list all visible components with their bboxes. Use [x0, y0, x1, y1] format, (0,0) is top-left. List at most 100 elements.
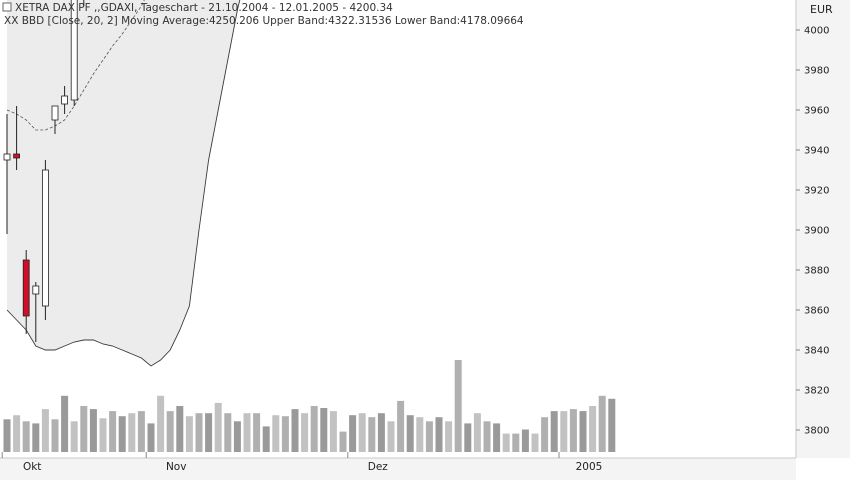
- volume-bar: [387, 421, 395, 452]
- volume-bar: [377, 413, 385, 452]
- chart-title: XETRA DAX PF ,,GDAXI, Tageschart - 21.10…: [15, 2, 393, 14]
- indicator-description: XX BBD [Close, 20, 2] Moving Average:425…: [4, 15, 524, 27]
- volume-bar: [521, 429, 529, 452]
- volume-bar: [358, 413, 366, 452]
- price-tick-label: 3940: [804, 146, 829, 157]
- volume-bar: [502, 433, 510, 452]
- volume-bar: [243, 413, 251, 452]
- volume-bars: [3, 360, 616, 452]
- volume-bar: [195, 413, 203, 452]
- volume-bar: [531, 433, 539, 452]
- date-tick-label: Okt: [23, 461, 41, 473]
- volume-bar: [550, 411, 558, 452]
- volume-bar: [205, 413, 213, 452]
- currency-label: EUR: [810, 3, 833, 16]
- volume-bar: [13, 415, 21, 452]
- volume-bar: [349, 415, 357, 452]
- price-tick-label: 3880: [804, 266, 829, 277]
- volume-bar: [3, 419, 11, 452]
- candle-up: [3, 153, 11, 161]
- volume-bar: [464, 423, 472, 452]
- volume-bar: [166, 411, 174, 452]
- candle-up: [70, 0, 78, 101]
- candle-up: [61, 95, 68, 105]
- volume-bar: [185, 416, 193, 452]
- price-tick-label: 3920: [804, 186, 829, 197]
- volume-bar: [406, 415, 414, 452]
- candle-down: [22, 259, 30, 317]
- volume-bar: [281, 416, 289, 452]
- candles: [3, 0, 85, 342]
- volume-bar: [560, 411, 568, 452]
- price-axis-panel: [796, 0, 850, 458]
- volume-bar: [435, 417, 443, 452]
- date-tick-label: Nov: [166, 461, 187, 473]
- volume-bar: [89, 409, 97, 452]
- volume-bar: [224, 413, 232, 452]
- price-tick-label: 3820: [804, 386, 829, 397]
- volume-bar: [253, 413, 261, 452]
- bollinger-band-fill: [7, 0, 240, 366]
- volume-bar: [569, 409, 577, 452]
- volume-bar: [310, 406, 318, 452]
- volume-bar: [397, 400, 405, 452]
- volume-bar: [118, 416, 126, 452]
- volume-bar: [32, 423, 40, 452]
- volume-bar: [272, 415, 280, 452]
- volume-bar: [329, 411, 337, 452]
- volume-bar: [262, 426, 270, 452]
- candle-up: [32, 285, 40, 295]
- volume-bar: [445, 421, 453, 452]
- bollinger-band-layer: [6, 0, 241, 367]
- volume-bar: [147, 423, 155, 452]
- volume-bar: [608, 398, 616, 452]
- chart-header: XETRA DAX PF ,,GDAXI, Tageschart - 21.10…: [2, 2, 833, 27]
- volume-bar: [483, 421, 491, 452]
- price-tick-label: 3900: [804, 226, 829, 237]
- volume-bar: [416, 417, 424, 452]
- volume-bar: [339, 431, 347, 452]
- candle-up: [51, 105, 59, 121]
- volume-bar: [61, 395, 69, 452]
- volume-bar: [157, 395, 165, 452]
- volume-bar: [301, 413, 309, 452]
- date-axis-panel: [0, 458, 796, 480]
- volume-bar: [320, 408, 328, 452]
- date-axis-ticks: Okt Nov Dez 2005: [1, 452, 603, 473]
- price-tick-label: 3800: [804, 426, 829, 437]
- volume-bar: [41, 409, 49, 452]
- volume-bar: [233, 421, 241, 452]
- date-tick-label: Dez: [368, 461, 389, 473]
- volume-bar: [589, 406, 597, 452]
- volume-bar: [128, 413, 136, 452]
- price-tick-label: 3860: [804, 306, 829, 317]
- candle-down: [13, 153, 21, 159]
- volume-bar: [109, 411, 117, 452]
- volume-bar: [473, 413, 481, 452]
- volume-bar: [579, 411, 587, 452]
- date-tick-label: 2005: [576, 461, 603, 473]
- price-tick-label: 3840: [804, 346, 829, 357]
- volume-bar: [368, 417, 376, 452]
- volume-bar: [598, 395, 606, 452]
- volume-bar: [425, 421, 433, 452]
- volume-bar: [512, 433, 520, 452]
- volume-bar: [291, 409, 299, 452]
- price-tick-label: 4000: [804, 26, 829, 37]
- volume-bar: [99, 418, 107, 452]
- price-tick-label: 3960: [804, 106, 829, 117]
- collapse-icon[interactable]: [2, 2, 12, 12]
- lower-band-line: [6, 0, 241, 367]
- volume-bar: [51, 419, 59, 452]
- candle-up: [42, 169, 49, 307]
- volume-bar: [176, 406, 184, 452]
- volume-bar: [541, 417, 549, 452]
- volume-bar: [80, 406, 88, 452]
- price-tick-label: 3980: [804, 66, 829, 77]
- volume-bar: [22, 421, 30, 452]
- volume-bar: [493, 423, 501, 452]
- price-axis-ticks: 3800 3820 3840 3860 3880 3900 3920 3940 3960 3980…: [796, 26, 829, 437]
- volume-bar: [214, 402, 222, 452]
